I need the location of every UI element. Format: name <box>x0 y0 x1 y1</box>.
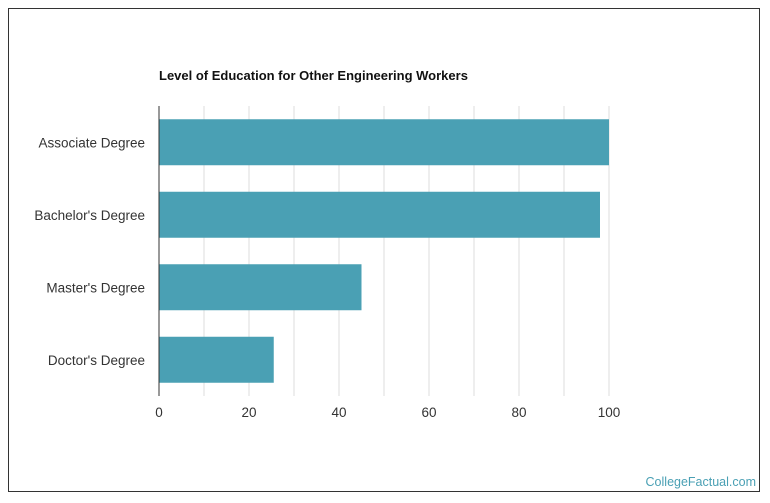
x-tick-label: 0 <box>155 405 163 420</box>
credit-link[interactable]: CollegeFactual.com <box>645 475 756 489</box>
x-tick-label: 20 <box>241 405 256 420</box>
chart-title: Level of Education for Other Engineering… <box>159 68 468 83</box>
bars <box>159 119 609 383</box>
bar <box>159 119 609 166</box>
bar <box>159 191 600 238</box>
x-tick-label: 100 <box>598 405 621 420</box>
x-tick-label: 60 <box>421 405 436 420</box>
bar <box>159 264 362 311</box>
x-tick-label: 40 <box>331 405 346 420</box>
category-label: Doctor's Degree <box>48 353 145 368</box>
x-tick-labels: 0 20 40 60 80 100 <box>155 405 620 420</box>
x-tick-label: 80 <box>511 405 526 420</box>
bar <box>159 336 274 383</box>
category-label: Bachelor's Degree <box>34 208 145 223</box>
category-labels: Associate Degree Bachelor's Degree Master'… <box>34 135 145 368</box>
category-label: Master's Degree <box>46 280 145 295</box>
category-label: Associate Degree <box>38 135 145 150</box>
